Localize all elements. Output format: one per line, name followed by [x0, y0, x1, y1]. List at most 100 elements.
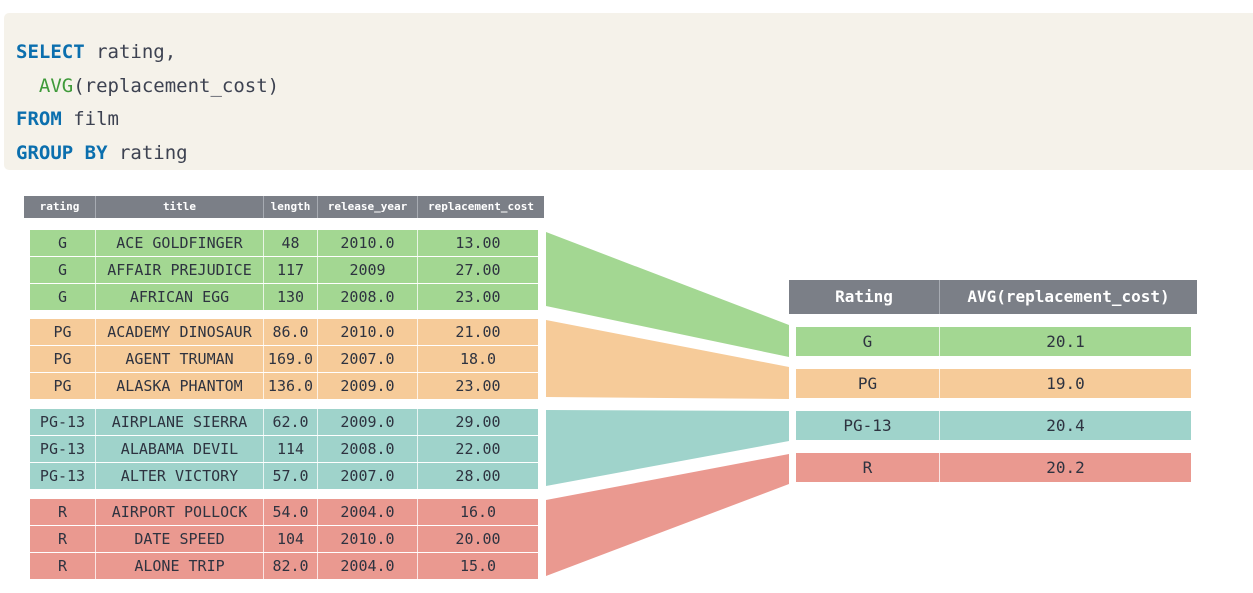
cell-replacement-cost: 13.00 — [455, 234, 501, 252]
result-cell-rating: PG-13 — [796, 411, 940, 440]
cell-title: AFRICAN EGG — [96, 284, 264, 310]
table-row: G ACE GOLDFINGER 48 2010.0 13.00 — [30, 230, 538, 256]
cell-rating: PG-13 — [30, 436, 96, 462]
sql-function-avg: AVG — [38, 75, 74, 97]
cell-release-year: 2008.0 — [318, 284, 418, 310]
header-rating: rating — [24, 196, 96, 218]
cell-length: 57.0 — [264, 463, 318, 489]
sql-line-avg: AVG(replacement_cost) — [16, 74, 279, 98]
cell-title: ALTER VICTORY — [96, 463, 264, 489]
result-cell-rating: PG — [796, 369, 940, 398]
table-row: PG-13 AIRPLANE SIERRA 62.0 2009.0 29.00 — [30, 409, 538, 435]
result-table-header: Rating AVG(replacement_cost) — [789, 280, 1197, 314]
result-cell-avg: 20.1 — [1046, 332, 1085, 351]
table-row: PG ACADEMY DINOSAUR 86.0 2010.0 21.00 — [30, 319, 538, 345]
cell-rating: PG — [30, 319, 96, 345]
cell-title: AFFAIR PREJUDICE — [96, 257, 264, 283]
cell-release-year: 2008.0 — [318, 436, 418, 462]
sql-line-select: SELECT rating, — [16, 40, 176, 64]
cell-length: 130 — [264, 284, 318, 310]
cell-release-year: 2010.0 — [318, 526, 418, 552]
table-row: PG ALASKA PHANTOM 136.0 2009.0 23.00 — [30, 373, 538, 399]
table-row: PG-13 ALTER VICTORY 57.0 2007.0 28.00 — [30, 463, 538, 489]
cell-title: ALONE TRIP — [96, 553, 264, 579]
result-cell-avg: 19.0 — [1046, 374, 1085, 393]
cell-replacement-cost: 16.0 — [459, 503, 497, 521]
cell-release-year: 2009.0 — [318, 409, 418, 435]
table-row: PG AGENT TRUMAN 169.0 2007.0 18.0 — [30, 346, 538, 372]
cell-replacement-cost: 22.00 — [455, 440, 501, 458]
connector-r — [546, 454, 789, 576]
cell-length: 62.0 — [264, 409, 318, 435]
sql-line-from: FROM film — [16, 107, 119, 131]
cell-replacement-cost: 28.00 — [455, 467, 501, 485]
sql-keyword-from: FROM — [16, 108, 62, 130]
cell-title: ALABAMA DEVIL — [96, 436, 264, 462]
sql-group-column: rating — [107, 142, 188, 164]
connector-g — [546, 232, 789, 357]
table-row: R DATE SPEED 104 2010.0 20.00 — [30, 526, 538, 552]
cell-release-year: 2009 — [318, 257, 418, 283]
cell-rating: PG — [30, 346, 96, 372]
cell-rating: R — [30, 526, 96, 552]
sql-code-block: SELECT rating, AVG(replacement_cost) FRO… — [4, 13, 1253, 170]
cell-length: 82.0 — [264, 553, 318, 579]
cell-title: ACE GOLDFINGER — [96, 230, 264, 256]
cell-replacement-cost: 23.00 — [455, 288, 501, 306]
header-length: length — [264, 196, 318, 218]
cell-replacement-cost: 23.00 — [455, 377, 501, 395]
table-row: R ALONE TRIP 82.0 2004.0 15.0 — [30, 553, 538, 579]
result-cell-avg: 20.4 — [1046, 416, 1085, 435]
result-header-avg: AVG(replacement_cost) — [967, 287, 1170, 306]
cell-release-year: 2009.0 — [318, 373, 418, 399]
sql-line-group-by: GROUP BY rating — [16, 141, 188, 165]
cell-title: DATE SPEED — [96, 526, 264, 552]
cell-release-year: 2007.0 — [318, 346, 418, 372]
header-title: title — [96, 196, 264, 218]
result-cell-rating: G — [796, 327, 940, 356]
cell-length: 54.0 — [264, 499, 318, 525]
connector-pg — [546, 320, 789, 399]
header-release-year: release_year — [318, 196, 418, 218]
cell-replacement-cost: 29.00 — [455, 413, 501, 431]
cell-rating: R — [30, 553, 96, 579]
cell-rating: G — [30, 230, 96, 256]
result-cell-rating: R — [796, 453, 940, 482]
result-row-pg13: PG-13 20.4 — [796, 411, 1191, 440]
sql-select-columns: rating, — [84, 41, 177, 63]
cell-rating: PG-13 — [30, 463, 96, 489]
sql-keyword-select: SELECT — [16, 41, 85, 63]
header-replacement-cost: replacement_cost — [428, 200, 534, 213]
cell-rating: PG — [30, 373, 96, 399]
cell-rating: R — [30, 499, 96, 525]
source-table-header: rating title length release_year replace… — [24, 196, 544, 218]
cell-release-year: 2004.0 — [318, 553, 418, 579]
result-row-pg: PG 19.0 — [796, 369, 1191, 398]
result-row-r: R 20.2 — [796, 453, 1191, 482]
cell-length: 114 — [264, 436, 318, 462]
cell-length: 169.0 — [264, 346, 318, 372]
connector-pg13 — [546, 410, 789, 486]
cell-release-year: 2004.0 — [318, 499, 418, 525]
table-row: G AFFAIR PREJUDICE 117 2009 27.00 — [30, 257, 538, 283]
cell-length: 136.0 — [264, 373, 318, 399]
cell-title: ALASKA PHANTOM — [96, 373, 264, 399]
cell-replacement-cost: 27.00 — [455, 261, 501, 279]
table-row: PG-13 ALABAMA DEVIL 114 2008.0 22.00 — [30, 436, 538, 462]
cell-title: AIRPLANE SIERRA — [96, 409, 264, 435]
cell-release-year: 2007.0 — [318, 463, 418, 489]
cell-replacement-cost: 15.0 — [459, 557, 497, 575]
cell-length: 117 — [264, 257, 318, 283]
cell-title: AIRPORT POLLOCK — [96, 499, 264, 525]
cell-release-year: 2010.0 — [318, 319, 418, 345]
table-row: R AIRPORT POLLOCK 54.0 2004.0 16.0 — [30, 499, 538, 525]
cell-rating: G — [30, 257, 96, 283]
table-row: G AFRICAN EGG 130 2008.0 23.00 — [30, 284, 538, 310]
cell-title: ACADEMY DINOSAUR — [96, 319, 264, 345]
cell-length: 48 — [264, 230, 318, 256]
cell-replacement-cost: 18.0 — [459, 350, 497, 368]
cell-title: AGENT TRUMAN — [96, 346, 264, 372]
sql-avg-argument: (replacement_cost) — [73, 75, 280, 97]
cell-replacement-cost: 21.00 — [455, 323, 501, 341]
